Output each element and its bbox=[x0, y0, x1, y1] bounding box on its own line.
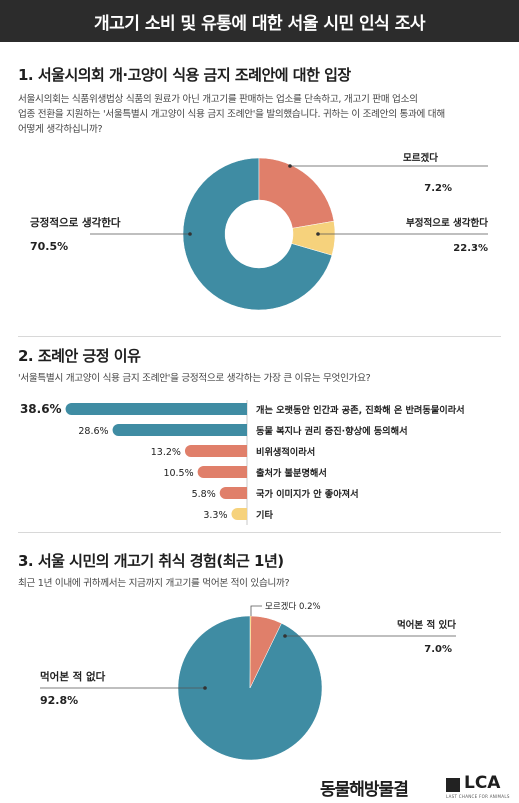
value-label: 70.5% bbox=[30, 240, 68, 253]
category-label: 동물 복지나 권리 증진·향상에 동의해서 bbox=[256, 425, 408, 437]
legend-label: 모르겠다 bbox=[403, 152, 438, 164]
legend-label: 먹어본 적 있다 bbox=[397, 619, 456, 631]
leader-dot bbox=[316, 232, 320, 236]
leader-dot bbox=[288, 164, 292, 168]
donut-slice bbox=[291, 220, 336, 256]
section2-question: '서울특별시 개고양이 식용 금지 조례안'을 긍정적으로 생각하는 가장 큰 … bbox=[18, 373, 371, 384]
value-label: 92.8% bbox=[40, 694, 78, 707]
section3-question: 최근 1년 이내에 귀하께서는 지금까지 개고기를 먹어본 적이 있습니까? bbox=[18, 578, 290, 589]
leader-dot bbox=[203, 686, 207, 690]
value-label: 28.6% bbox=[78, 426, 108, 437]
bar-end bbox=[239, 466, 247, 478]
bar bbox=[112, 424, 247, 436]
section1-question-line: 업종 전환을 지원하는 '서울특별시 개고양이 식용 금지 조례안'을 발의했습… bbox=[18, 109, 445, 120]
donut-slice bbox=[258, 157, 335, 229]
pie-slice bbox=[250, 616, 251, 688]
section1-question-line: 서울시의회는 식품위생법상 식품의 원료가 아닌 개고기를 판매하는 업소를 단… bbox=[18, 94, 418, 105]
leader-dot bbox=[188, 232, 192, 236]
legend-label: 모르겠다 0.2% bbox=[265, 601, 321, 612]
value-label: 7.2% bbox=[424, 183, 452, 194]
chart3-pie: 모르겠다 0.2% 먹어본 적 있다 7.0% 먹어본 적 없다 92.8% bbox=[40, 601, 456, 761]
bar-end bbox=[239, 445, 247, 457]
bar-end bbox=[239, 508, 247, 520]
value-label: 38.6% bbox=[20, 402, 62, 416]
bar bbox=[65, 403, 247, 415]
section3-title: 3. 서울 시민의 개고기 취식 경험(최근 1년) bbox=[18, 552, 284, 570]
bar bbox=[184, 445, 247, 457]
lca-logo-text: LCA bbox=[464, 773, 501, 793]
org-logo-text: 동물해방물결 bbox=[320, 780, 409, 800]
bar-end bbox=[239, 424, 247, 436]
leader-line bbox=[250, 605, 262, 616]
legend-label: 긍정적으로 생각한다 bbox=[30, 216, 121, 229]
section-divider bbox=[18, 336, 501, 337]
pie-slice bbox=[249, 615, 282, 689]
bar-end bbox=[239, 403, 247, 415]
section1-question: 서울시의회는 식품위생법상 식품의 원료가 아닌 개고기를 판매하는 업소를 단… bbox=[18, 92, 445, 137]
value-label: 3.3% bbox=[203, 510, 227, 521]
leader-dot bbox=[283, 634, 287, 638]
value-label: 22.3% bbox=[453, 243, 488, 254]
chart2-bars: 38.6% 개는 오랫동안 인간과 공존, 진화해 온 반려동물이라서 28.6% 동… bbox=[20, 400, 465, 525]
lca-logo-subtext: LAST CHANCE FOR ANIMALS bbox=[446, 794, 510, 799]
category-label: 기타 bbox=[256, 509, 273, 521]
category-label: 개는 오랫동안 인간과 공존, 진화해 온 반려동물이라서 bbox=[256, 404, 465, 416]
value-label: 13.2% bbox=[151, 447, 181, 458]
category-label: 비위생적이라서 bbox=[256, 446, 315, 458]
page-title: 개고기 소비 및 유통에 대한 서울 시민 인식 조사 bbox=[93, 14, 426, 34]
lca-logo-mark bbox=[446, 778, 460, 792]
value-label: 7.0% bbox=[424, 644, 452, 655]
section1-question-line: 어떻게 생각하십니까? bbox=[18, 124, 103, 135]
footer bbox=[0, 770, 519, 803]
bar bbox=[197, 466, 247, 478]
section-divider bbox=[18, 532, 501, 533]
category-label: 출처가 불분명해서 bbox=[256, 467, 327, 479]
category-label: 국가 이미지가 안 좋아져서 bbox=[256, 488, 359, 500]
header-bar: 개고기 소비 및 유통에 대한 서울 시민 인식 조사 bbox=[0, 0, 519, 42]
section1-title: 1. 서울시의회 개·고양이 식용 금지 조례안에 대한 입장 bbox=[18, 66, 351, 84]
section2-title: 2. 조례안 긍정 이유 bbox=[18, 347, 141, 365]
bar-end bbox=[239, 487, 247, 499]
donut-slice bbox=[182, 157, 333, 311]
value-label: 5.8% bbox=[192, 489, 216, 500]
legend-label: 부정적으로 생각한다 bbox=[406, 217, 488, 229]
legend-label: 먹어본 적 없다 bbox=[40, 670, 106, 683]
value-label: 10.5% bbox=[163, 468, 193, 479]
chart1-donut: 긍정적으로 생각한다 70.5% 부정적으로 생각한다 22.3% 모르겠다 7.2% bbox=[30, 152, 488, 311]
